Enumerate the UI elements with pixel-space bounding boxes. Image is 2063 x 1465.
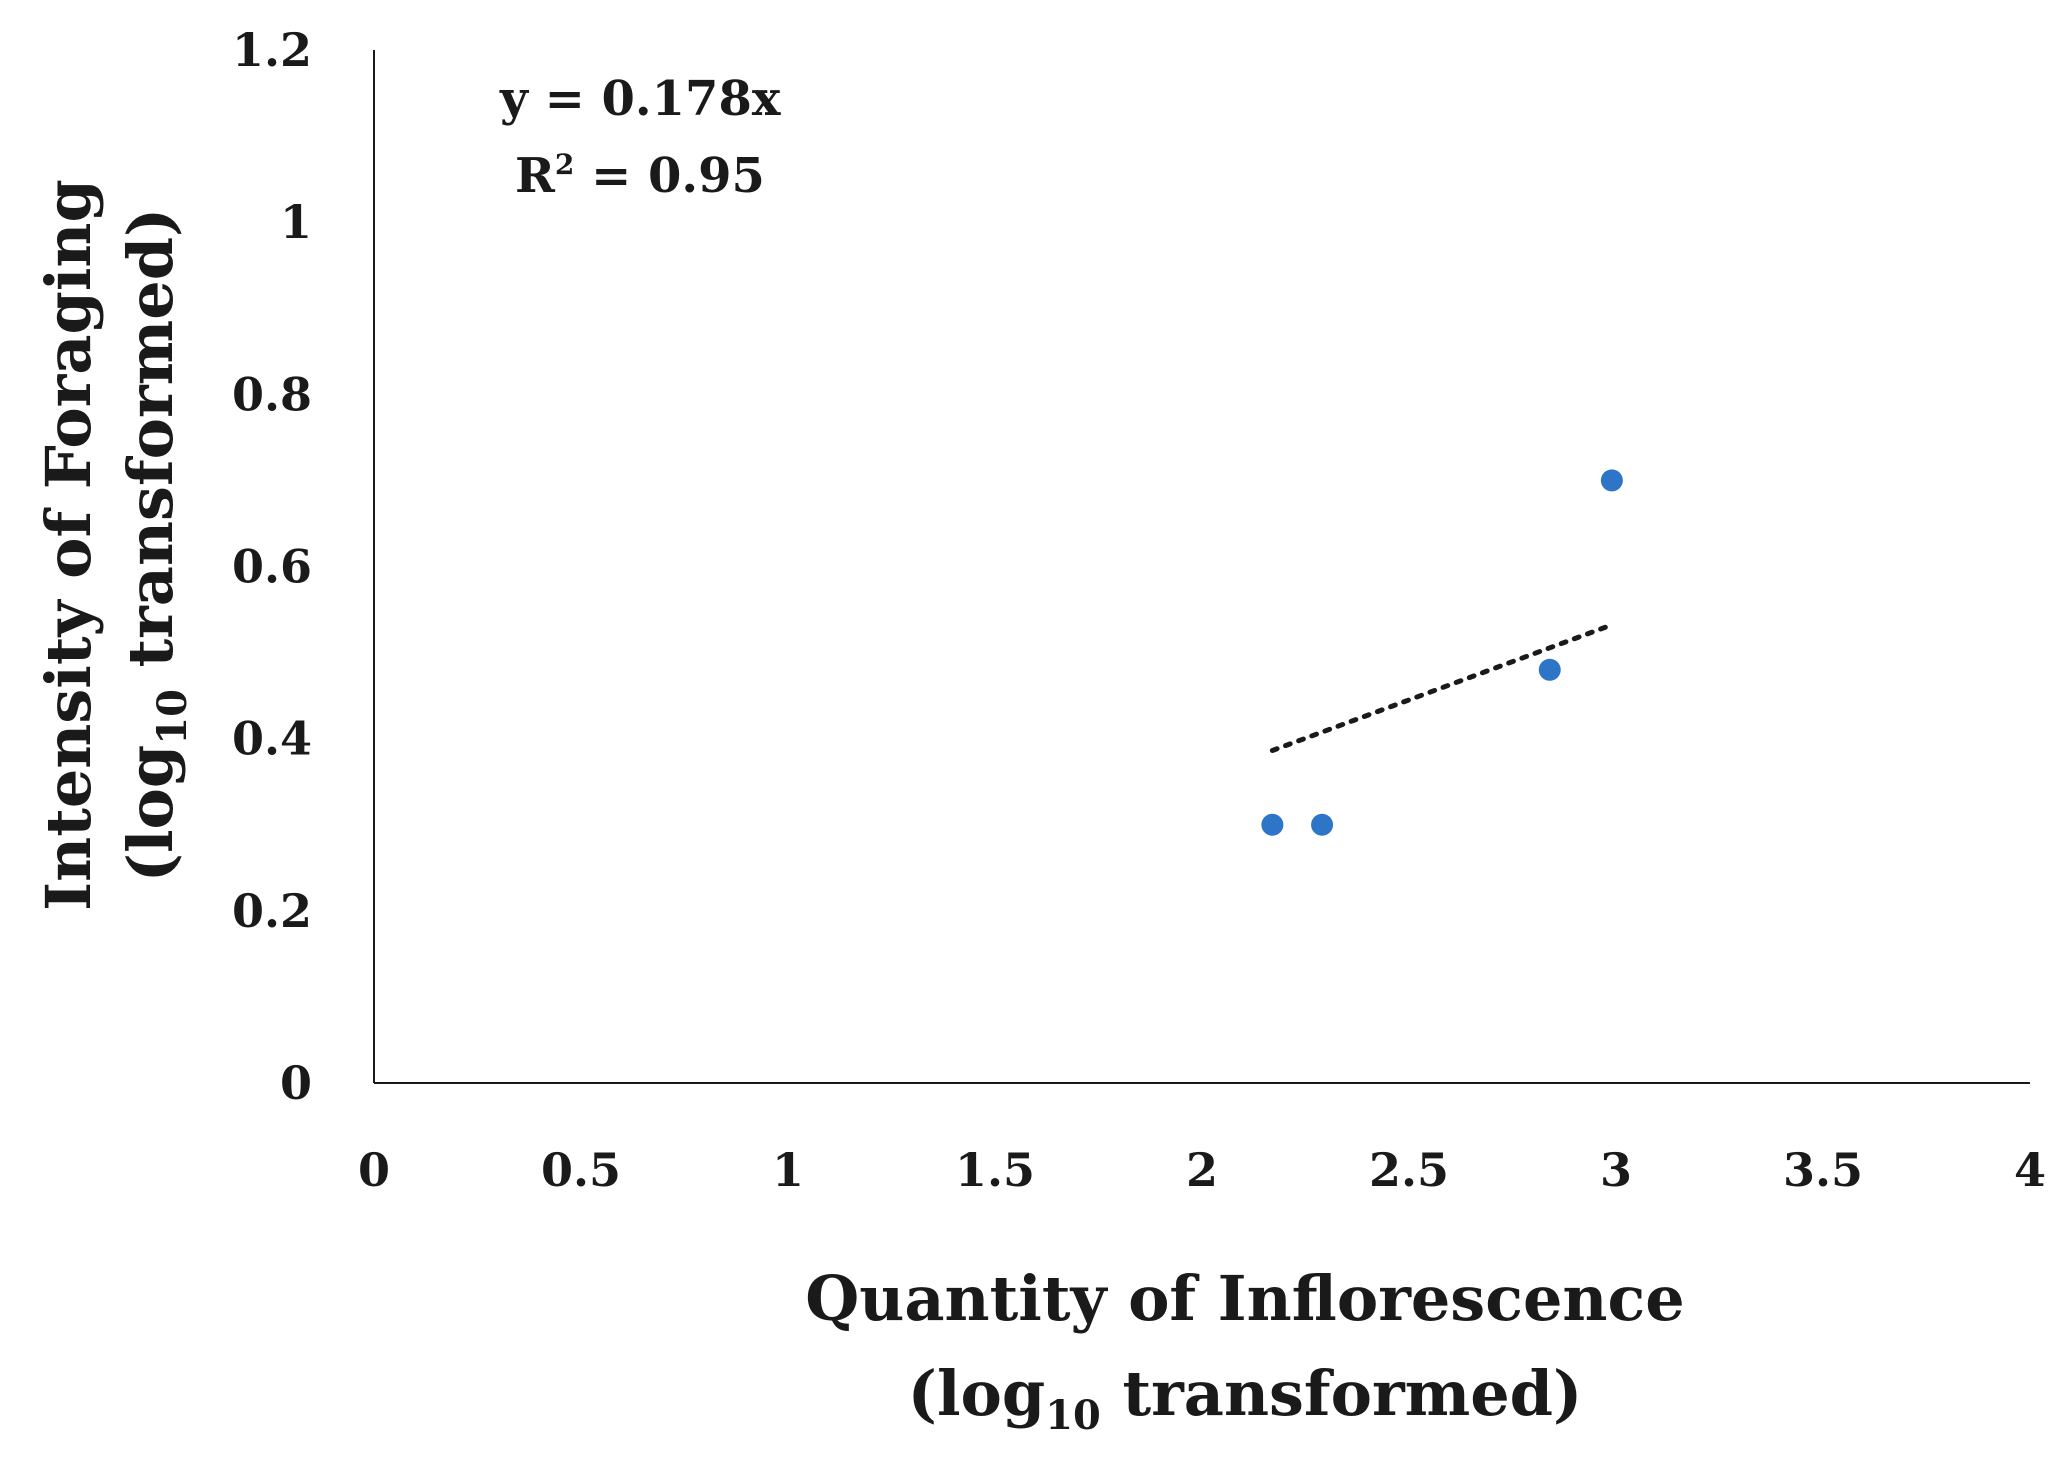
data-point	[1311, 813, 1334, 836]
x-tick-label: 2	[1186, 1143, 1218, 1197]
y-axis-title-subscript: 10	[149, 689, 196, 745]
trendline-group	[1269, 622, 1615, 753]
x-tick-label: 0	[358, 1143, 390, 1197]
y-axis-title-log: (log	[114, 745, 187, 883]
y-tick-label: 0.6	[232, 540, 312, 594]
data-point	[1538, 658, 1561, 681]
trendline	[1269, 622, 1615, 753]
y-axis-title-suffix: transformed)	[114, 208, 187, 689]
x-tick-label: 0.5	[541, 1143, 621, 1197]
y-axis-title-line2: (log10 transformed)	[114, 208, 196, 883]
data-points	[1261, 469, 1623, 836]
data-point	[1600, 469, 1623, 492]
x-axis-title: Quantity of Inflorescence (log10 transfo…	[805, 1262, 1684, 1439]
y-axis-title-line1: Intensity of Foraging	[32, 179, 105, 911]
x-axis-title-subscript: 10	[1045, 1392, 1101, 1439]
x-tick-label: 3.5	[1783, 1143, 1863, 1197]
r-squared-prefix: R	[515, 148, 556, 204]
axes	[373, 50, 2030, 1084]
x-axis-title-line2: (log10 transformed)	[908, 1357, 1583, 1439]
x-tick-label: 3	[1600, 1143, 1632, 1197]
data-point	[1261, 813, 1284, 836]
x-axis-title-line1: Quantity of Inflorescence	[805, 1262, 1684, 1335]
x-tick-label: 1.5	[955, 1143, 1035, 1197]
x-axis-title-log: (log	[908, 1357, 1046, 1430]
r-squared-value: = 0.95	[574, 148, 765, 204]
y-tick-label: 0	[280, 1056, 312, 1110]
y-tick-label: 1	[280, 195, 312, 249]
y-tick-label: 0.2	[232, 884, 312, 938]
x-tick-label: 1	[772, 1143, 804, 1197]
x-tick-labels: 0 0.5 1 1.5 2 2.5 3 3.5 4	[358, 1143, 2046, 1197]
r-squared-superscript: 2	[555, 148, 574, 181]
y-tick-label: 1.2	[232, 23, 312, 77]
x-tick-label: 4	[2014, 1143, 2046, 1197]
r-squared-label: R2 = 0.95	[515, 148, 765, 204]
x-tick-label: 2.5	[1369, 1143, 1449, 1197]
trendline-equation: y = 0.178x	[499, 71, 781, 127]
y-tick-labels: 0 0.2 0.4 0.6 0.8 1 1.2	[232, 23, 312, 1110]
y-tick-label: 0.4	[232, 712, 312, 766]
y-tick-label: 0.8	[232, 367, 312, 421]
y-axis-title: Intensity of Foraging (log10 transformed…	[32, 179, 196, 911]
x-axis-title-suffix: transformed)	[1101, 1357, 1582, 1430]
